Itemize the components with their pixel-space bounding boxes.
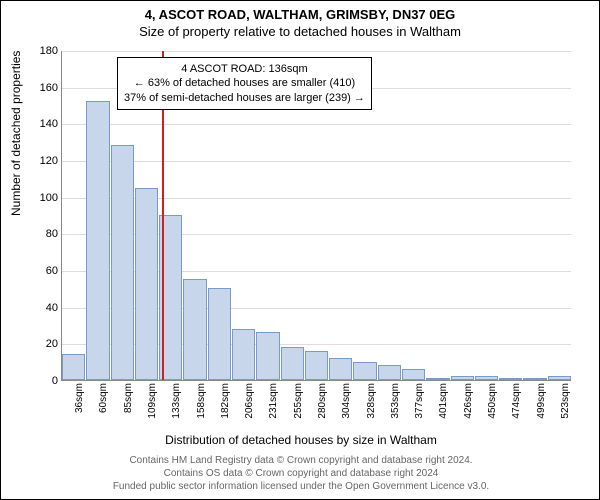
y-tick: 180: [40, 45, 58, 57]
histogram-bar: [256, 332, 279, 380]
x-tick: 523sqm: [560, 383, 571, 419]
chart-title-address: 4, ASCOT ROAD, WALTHAM, GRIMSBY, DN37 0E…: [1, 1, 599, 22]
y-tick: 120: [40, 155, 58, 167]
histogram-bar: [329, 358, 352, 380]
histogram-bar: [305, 351, 328, 380]
x-tick: 426sqm: [463, 383, 474, 419]
footnote: Contains HM Land Registry data © Crown c…: [1, 454, 600, 493]
x-tick: 85sqm: [123, 383, 134, 413]
gridline: [62, 51, 571, 52]
histogram-bar: [86, 101, 109, 380]
x-tick: 182sqm: [220, 383, 231, 419]
chart-container: 4, ASCOT ROAD, WALTHAM, GRIMSBY, DN37 0E…: [0, 0, 600, 500]
y-tick: 80: [46, 228, 58, 240]
histogram-bar: [281, 347, 304, 380]
x-tick: 353sqm: [390, 383, 401, 419]
property-info-box: 4 ASCOT ROAD: 136sqm← 63% of detached ho…: [117, 57, 372, 110]
footnote-line: Contains OS data © Crown copyright and d…: [1, 467, 600, 480]
y-tick: 140: [40, 118, 58, 130]
x-tick: 474sqm: [511, 383, 522, 419]
info-box-line: ← 63% of detached houses are smaller (41…: [124, 76, 365, 90]
y-tick: 160: [40, 82, 58, 94]
histogram-bar: [475, 376, 498, 380]
histogram-bar: [426, 378, 449, 380]
chart-subtitle: Size of property relative to detached ho…: [1, 22, 599, 39]
x-tick: 377sqm: [414, 383, 425, 419]
histogram-bar: [378, 365, 401, 380]
histogram-bar: [523, 378, 546, 380]
x-tick: 401sqm: [438, 383, 449, 419]
histogram-bar: [208, 288, 231, 380]
info-box-line: 4 ASCOT ROAD: 136sqm: [124, 62, 365, 76]
x-tick: 133sqm: [171, 383, 182, 419]
x-tick: 499sqm: [536, 383, 547, 419]
y-tick: 40: [46, 302, 58, 314]
histogram-bar: [183, 279, 206, 380]
histogram-bar: [451, 376, 474, 380]
plot-area: 02040608010012014016018036sqm60sqm85sqm1…: [61, 51, 571, 381]
x-tick: 36sqm: [74, 383, 85, 413]
footnote-line: Contains HM Land Registry data © Crown c…: [1, 454, 600, 467]
histogram-bar: [499, 378, 522, 380]
histogram-bar: [548, 376, 571, 380]
gridline: [62, 161, 571, 162]
histogram-bar: [353, 362, 376, 380]
histogram-bar: [62, 354, 85, 380]
histogram-bar: [135, 188, 158, 381]
x-tick: 206sqm: [244, 383, 255, 419]
y-axis-label: Number of detached properties: [9, 51, 23, 216]
gridline: [62, 124, 571, 125]
x-tick: 450sqm: [487, 383, 498, 419]
x-tick: 304sqm: [341, 383, 352, 419]
footnote-line: Funded public sector information license…: [1, 480, 600, 493]
histogram-bar: [232, 329, 255, 380]
y-tick: 20: [46, 338, 58, 350]
x-axis-label: Distribution of detached houses by size …: [1, 433, 600, 447]
y-tick: 60: [46, 265, 58, 277]
x-tick: 60sqm: [98, 383, 109, 413]
x-tick: 158sqm: [196, 383, 207, 419]
x-tick: 255sqm: [293, 383, 304, 419]
y-tick: 100: [40, 192, 58, 204]
info-box-line: 37% of semi-detached houses are larger (…: [124, 91, 365, 105]
y-tick: 0: [52, 375, 58, 387]
x-tick: 280sqm: [317, 383, 328, 419]
x-tick: 109sqm: [147, 383, 158, 419]
histogram-bar: [402, 369, 425, 380]
x-tick: 328sqm: [366, 383, 377, 419]
x-tick: 231sqm: [268, 383, 279, 419]
histogram-bar: [111, 145, 134, 380]
